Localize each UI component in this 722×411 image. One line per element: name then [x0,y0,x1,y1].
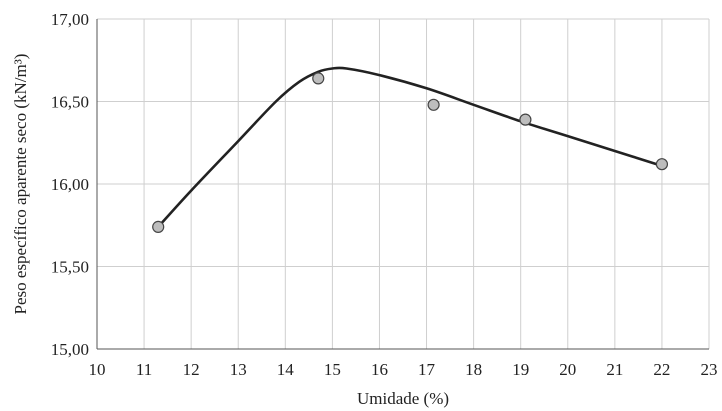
data-point [152,220,165,233]
x-tick-label: 11 [136,360,152,379]
y-axis-title: Peso específico aparente seco (kN/m³) [11,54,30,315]
x-tick-label: 10 [89,360,106,379]
axes [96,19,709,350]
x-tick-label: 13 [230,360,247,379]
y-tick-label: 16,50 [51,93,89,112]
x-tick-label: 15 [324,360,341,379]
y-tick-label: 15,00 [51,340,89,359]
data-point [427,98,440,111]
x-tick-label: 18 [465,360,482,379]
x-tick-label: 17 [418,360,436,379]
x-tick-label: 20 [559,360,576,379]
data-point [312,72,325,85]
y-tick-label: 15,50 [51,258,89,277]
x-tick-label: 12 [183,360,200,379]
x-axis-title: Umidade (%) [357,389,449,408]
y-tick-label: 16,00 [51,175,89,194]
y-tick-label: 17,00 [51,10,89,29]
x-tick-label: 19 [512,360,529,379]
fit-curve-line [157,66,663,228]
x-tick-label: 14 [277,360,295,379]
x-tick-label: 22 [653,360,670,379]
data-point [655,158,669,171]
tick-labels: 10 11 12 13 14 15 16 17 18 19 20 21 22 23 15,00 15,50 16… [51,10,718,379]
x-tick-label: 16 [371,360,388,379]
x-tick-label: 21 [606,360,623,379]
x-tick-label: 23 [701,360,718,379]
data-point [519,113,532,126]
data-points [152,72,669,233]
fit-curve [157,66,663,228]
grid-lines [96,18,710,350]
